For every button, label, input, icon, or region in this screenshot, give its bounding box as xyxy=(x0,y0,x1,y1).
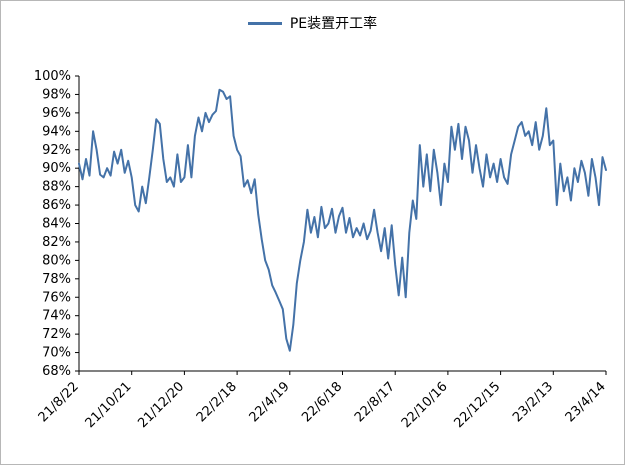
y-tick-label: 100% xyxy=(34,69,71,84)
y-tick-label: 96% xyxy=(42,106,71,121)
x-tick-label: 23/4/14 xyxy=(563,379,609,425)
y-tick-label: 70% xyxy=(42,346,71,361)
chart-legend: PE装置开工率 xyxy=(1,13,624,33)
y-tick-label: 90% xyxy=(42,161,71,176)
y-tick-label: 68% xyxy=(42,364,71,379)
y-tick-label: 98% xyxy=(42,87,71,102)
y-tick-label: 82% xyxy=(42,235,71,250)
y-tick-label: 76% xyxy=(42,290,71,305)
y-tick-label: 88% xyxy=(42,180,71,195)
x-tick-label: 22/10/16 xyxy=(399,379,451,431)
x-tick-label: 21/8/22 xyxy=(36,379,82,425)
y-tick-label: 92% xyxy=(42,143,71,158)
y-tick-label: 80% xyxy=(42,253,71,268)
y-tick-label: 78% xyxy=(42,272,71,287)
x-tick-label: 22/4/19 xyxy=(247,379,293,425)
x-tick-label: 21/10/21 xyxy=(83,379,135,431)
y-tick-label: 84% xyxy=(42,217,71,232)
legend-line-swatch xyxy=(247,21,282,25)
x-tick-label: 22/6/18 xyxy=(299,379,345,425)
y-tick-label: 72% xyxy=(42,327,71,342)
x-tick-label: 23/2/13 xyxy=(510,379,556,425)
x-tick-label: 22/12/15 xyxy=(452,379,504,431)
y-tick-label: 74% xyxy=(42,309,71,324)
y-tick-label: 86% xyxy=(42,198,71,213)
legend-label: PE装置开工率 xyxy=(289,16,378,32)
x-tick-label: 22/2/18 xyxy=(194,379,240,425)
x-tick-label: 22/8/17 xyxy=(352,379,398,425)
x-tick-label: 21/12/20 xyxy=(135,379,187,431)
series-line xyxy=(78,88,607,352)
y-tick-label: 94% xyxy=(42,124,71,139)
